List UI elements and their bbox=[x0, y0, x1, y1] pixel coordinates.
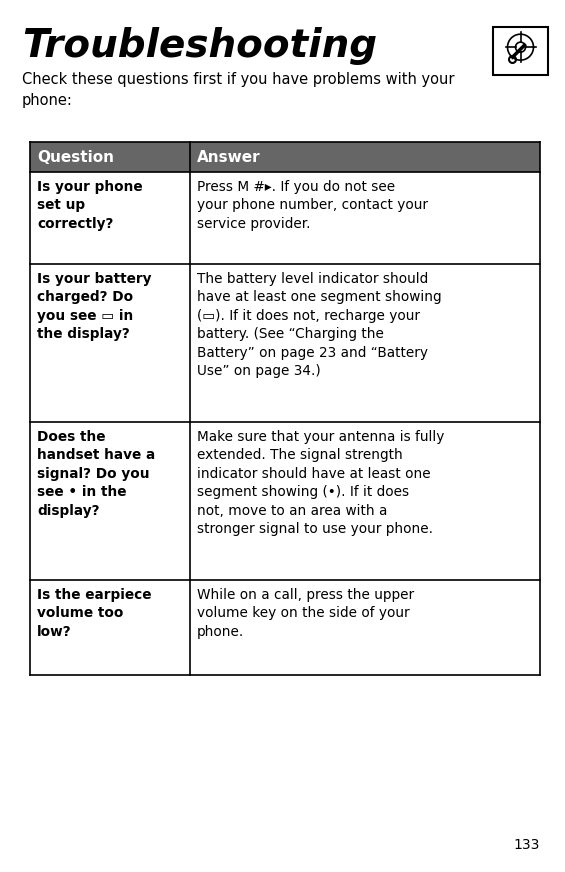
Bar bbox=[30, 142, 540, 172]
Bar bbox=[30, 422, 190, 580]
Text: Is your battery
charged? Do
you see ▭ in
the display?: Is your battery charged? Do you see ▭ in… bbox=[37, 272, 151, 341]
Text: Is your phone
set up
correctly?: Is your phone set up correctly? bbox=[37, 180, 142, 231]
Bar bbox=[190, 172, 540, 264]
Text: Troubleshooting: Troubleshooting bbox=[22, 27, 377, 65]
Text: Press M #▸. If you do not see
your phone number, contact your
service provider.: Press M #▸. If you do not see your phone… bbox=[197, 180, 428, 231]
Text: The battery level indicator should
have at least one segment showing
(▭). If it : The battery level indicator should have … bbox=[197, 272, 442, 378]
Bar bbox=[190, 580, 540, 675]
Text: Check these questions first if you have problems with your
phone:: Check these questions first if you have … bbox=[22, 72, 454, 108]
Text: Does the
handset have a
signal? Do you
see • in the
display?: Does the handset have a signal? Do you s… bbox=[37, 430, 155, 518]
Bar bbox=[190, 422, 540, 580]
Text: Question: Question bbox=[37, 149, 114, 165]
Bar bbox=[493, 27, 548, 75]
Text: 133: 133 bbox=[514, 838, 540, 852]
Bar bbox=[190, 264, 540, 422]
Text: Make sure that your antenna is fully
extended. The signal strength
indicator sho: Make sure that your antenna is fully ext… bbox=[197, 430, 445, 536]
Text: Is the earpiece
volume too
low?: Is the earpiece volume too low? bbox=[37, 588, 151, 639]
Bar bbox=[30, 264, 190, 422]
Text: Answer: Answer bbox=[197, 149, 260, 165]
Text: While on a call, press the upper
volume key on the side of your
phone.: While on a call, press the upper volume … bbox=[197, 588, 414, 639]
Bar bbox=[30, 580, 190, 675]
Bar bbox=[30, 172, 190, 264]
